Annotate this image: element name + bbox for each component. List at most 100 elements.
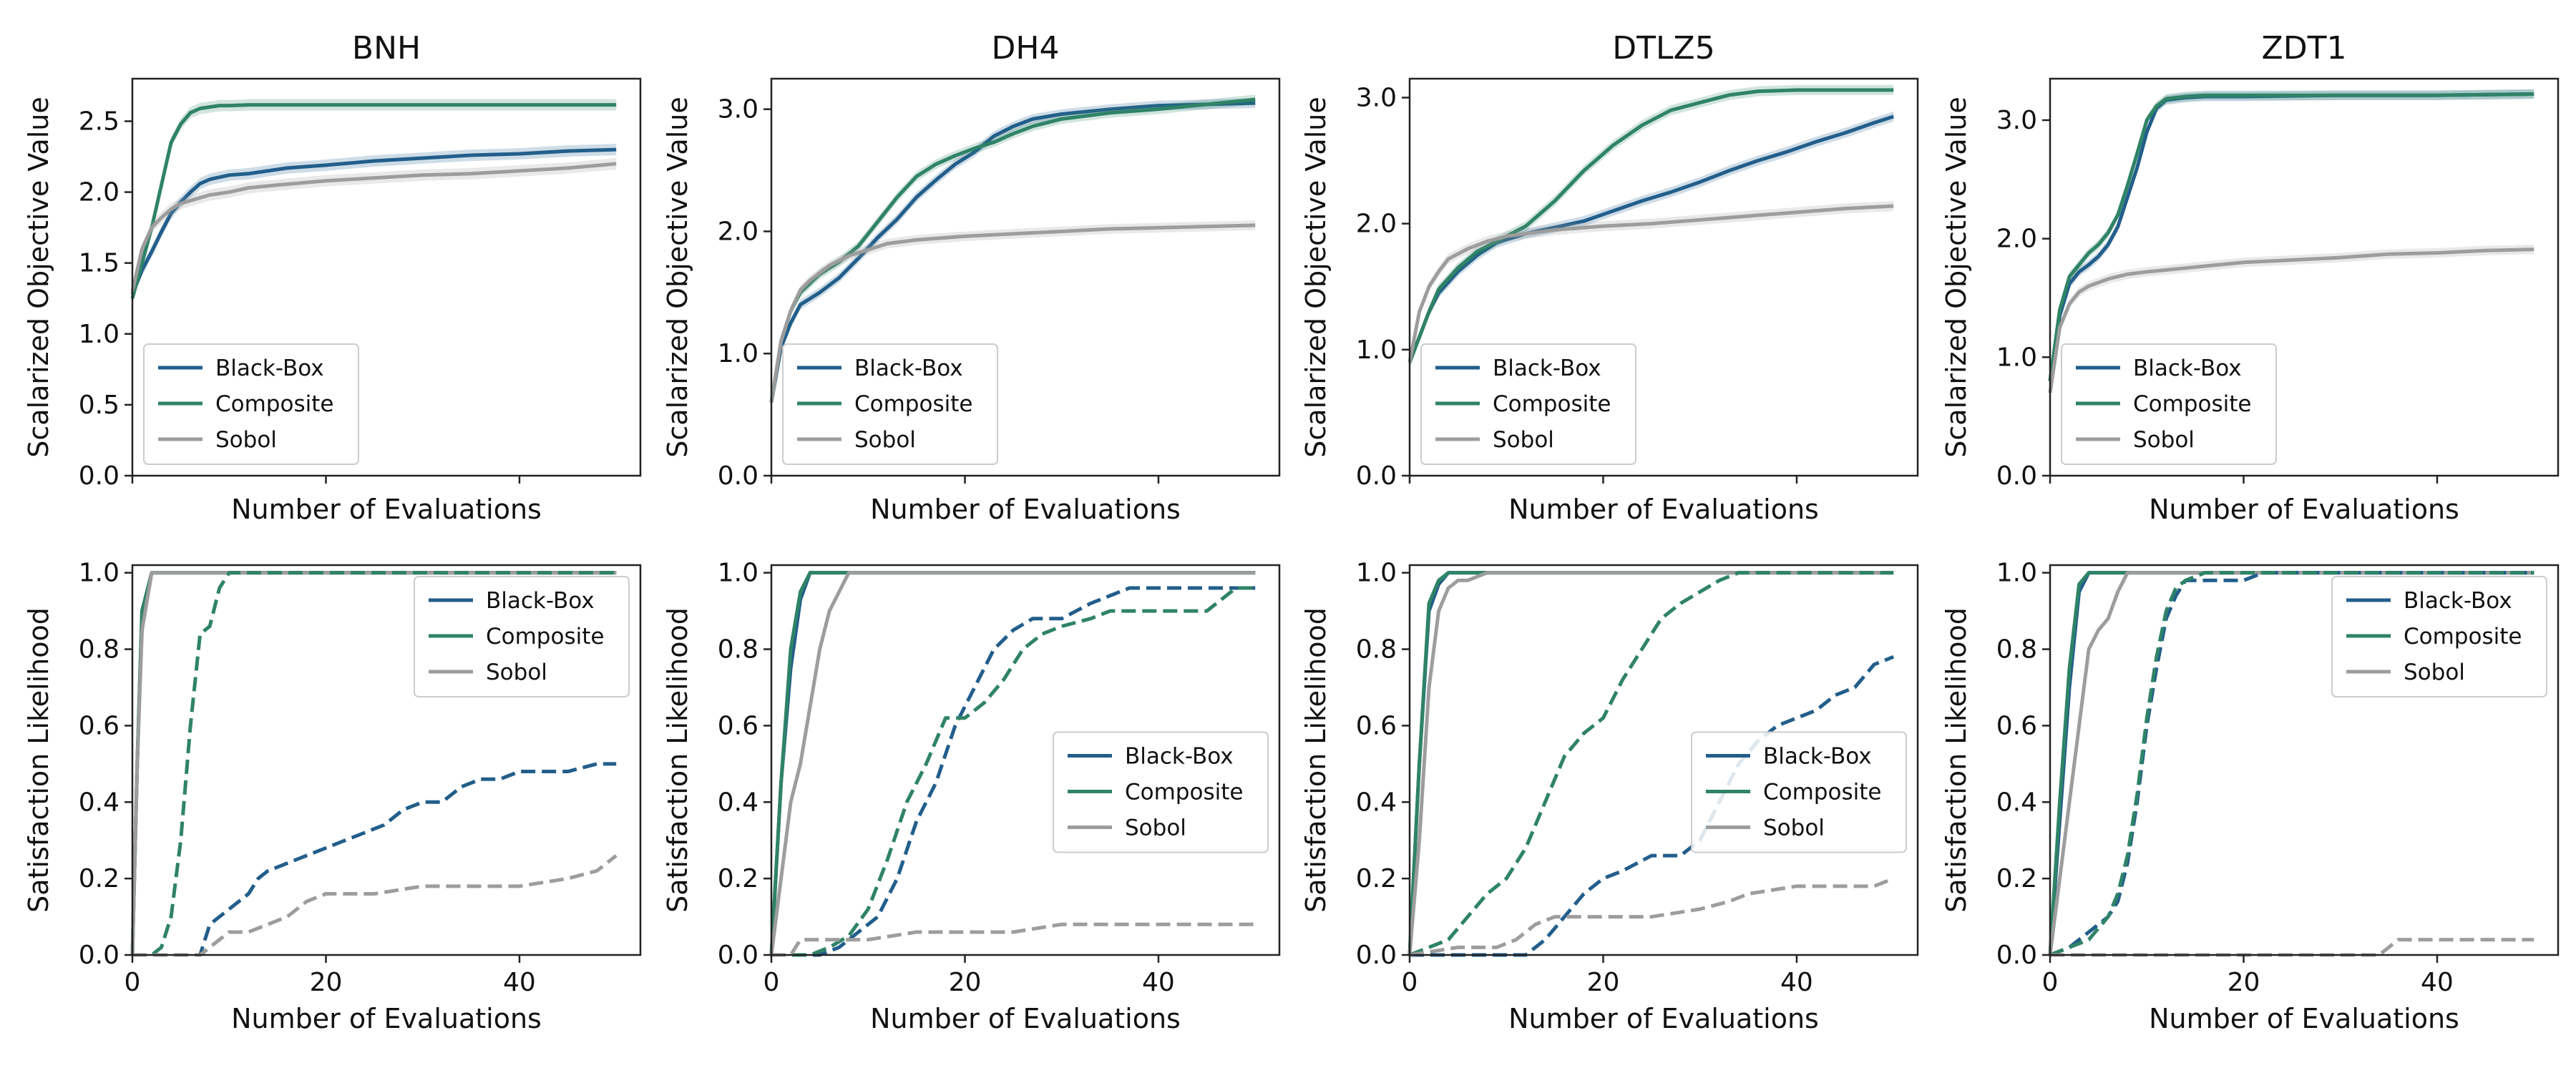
x-axis-label: Number of Evaluations (2149, 1003, 2459, 1034)
legend: Black-Box Composite Sobol (143, 343, 359, 465)
legend-box (1691, 731, 1907, 853)
series-line-sobol (1407, 204, 1894, 363)
panel-title: DH4 (992, 30, 1060, 67)
legend-label: Composite (2133, 391, 2251, 417)
y-tick-label: 0.2 (79, 864, 119, 893)
y-tick-label: 1.0 (79, 559, 119, 588)
y-tick-label: 0.2 (1996, 864, 2037, 893)
series-line-black-box (769, 101, 1256, 403)
y-tick-label: 0.4 (79, 788, 119, 817)
x-axis-label: Number of Evaluations (1508, 494, 1819, 525)
x-tick-label: 40 (503, 968, 536, 997)
y-tick-label: 0.6 (1356, 711, 1397, 740)
y-tick-label: 1.0 (718, 339, 758, 368)
series-band (1410, 200, 1894, 368)
panel-title: DTLZ5 (1612, 30, 1714, 67)
y-tick-label: 0.4 (1996, 788, 2037, 817)
legend-label: Sobol (1125, 815, 1186, 841)
axes-frame (1408, 77, 1919, 477)
y-tick-label: 1.0 (1996, 343, 2037, 372)
series-band (132, 99, 617, 305)
y-tick-label: 0.0 (79, 941, 119, 970)
series-line-black-box-dashed (132, 762, 617, 957)
legend-label: Composite (854, 391, 972, 417)
legend-label: Composite (486, 624, 604, 650)
y-tick-label: 0.0 (718, 941, 758, 970)
y-tick-label: 0.0 (1996, 461, 2037, 491)
legend-label: Composite (1125, 780, 1243, 805)
series-line-composite (130, 103, 617, 299)
series-line-black-box (2048, 92, 2534, 381)
series-line-sobol (2048, 248, 2534, 393)
y-axis-label: Scalarized Objective Value (23, 97, 54, 457)
legend-label: Black-Box (486, 588, 595, 614)
y-tick-label: 0.6 (79, 711, 119, 740)
panel-2: DH4 0.0 1.0 2.0 3.0 Number of Evaluations Scal… (662, 30, 1281, 525)
y-tick-label: 1.0 (1996, 559, 2037, 588)
legend-label: Sobol (486, 660, 547, 685)
panel-7: 0.0 0.2 0.4 0.6 0.8 1.0 0 20 40 Number of Evaluat… (1300, 559, 1919, 1034)
legend-box (143, 343, 359, 465)
legend-label: Sobol (854, 427, 916, 453)
panel-title: ZDT1 (2262, 30, 2347, 67)
series-line-sobol-dashed (771, 922, 1256, 957)
panel-4: ZDT1 0.0 1.0 2.0 3.0 Number of Evaluations Sca… (1941, 30, 2560, 525)
panel-8: 0.0 0.2 0.4 0.6 0.8 1.0 0 20 40 Number of Evaluat… (1941, 559, 2560, 1034)
legend-label: Composite (1493, 391, 1611, 417)
y-tick-label: 1.0 (718, 559, 758, 588)
series-band (132, 158, 617, 298)
legend-label: Black-Box (2404, 588, 2512, 614)
y-tick-label: 1.0 (1356, 559, 1397, 588)
legend-label: Composite (1763, 780, 1881, 805)
legend: Black-Box Composite Sobol (1691, 731, 1907, 853)
series-line-composite (769, 97, 1256, 403)
y-tick-label: 2.0 (79, 178, 119, 207)
y-tick-label: 0.8 (79, 635, 119, 665)
legend-box (2061, 343, 2277, 465)
x-tick-label: 0 (125, 968, 141, 997)
y-tick-label: 0.0 (1996, 941, 2037, 970)
legend-label: Black-Box (1125, 744, 1234, 770)
axes-frame (2049, 564, 2560, 956)
x-tick-label: 20 (2228, 968, 2260, 997)
y-tick-label: 3.0 (1356, 83, 1397, 112)
axes-frame (131, 564, 642, 956)
y-axis-label: Satisfaction Likelihood (23, 607, 54, 913)
series-line-composite-dashed (771, 586, 1256, 957)
legend-box (782, 343, 998, 465)
y-tick-label: 2.0 (1996, 225, 2037, 254)
y-tick-label: 3.0 (718, 95, 758, 124)
y-axis-label: Scalarized Objective Value (1941, 97, 1972, 457)
legend: Black-Box Composite Sobol (1053, 731, 1269, 853)
series-line-sobol-dashed (2050, 938, 2534, 957)
y-axis-label: Satisfaction Likelihood (1300, 607, 1332, 913)
series-line-composite (2048, 92, 2534, 381)
legend-label: Black-Box (215, 356, 324, 381)
x-axis-label: Number of Evaluations (870, 494, 1181, 525)
x-tick-label: 0 (2042, 968, 2059, 997)
series-line-black-box (1407, 114, 1894, 363)
y-tick-label: 0.5 (79, 391, 119, 420)
x-axis-label: Number of Evaluations (2149, 494, 2459, 525)
y-tick-label: 2.0 (1356, 210, 1397, 239)
y-axis-label: Scalarized Objective Value (662, 97, 693, 457)
legend-label: Sobol (2404, 660, 2465, 685)
y-tick-label: 1.0 (1356, 335, 1397, 365)
series-line-sobol (769, 571, 1256, 956)
y-tick-label: 0.0 (79, 461, 119, 491)
series-line-sobol (769, 223, 1256, 403)
series-line-composite-dashed (132, 571, 617, 957)
x-tick-label: 40 (2421, 968, 2454, 997)
legend: Black-Box Composite Sobol (414, 576, 630, 697)
legend-label: Sobol (1493, 427, 1554, 453)
series-line-composite-dashed (1409, 571, 1894, 957)
x-tick-label: 20 (949, 968, 982, 997)
axes-frame (770, 564, 1281, 956)
series-line-sobol (1407, 571, 1894, 956)
y-tick-label: 0.6 (1996, 711, 2037, 740)
y-tick-label: 0.6 (718, 711, 758, 740)
legend-label: Sobol (215, 427, 277, 453)
y-tick-label: 1.0 (79, 320, 119, 349)
x-axis-label: Number of Evaluations (231, 1003, 542, 1034)
